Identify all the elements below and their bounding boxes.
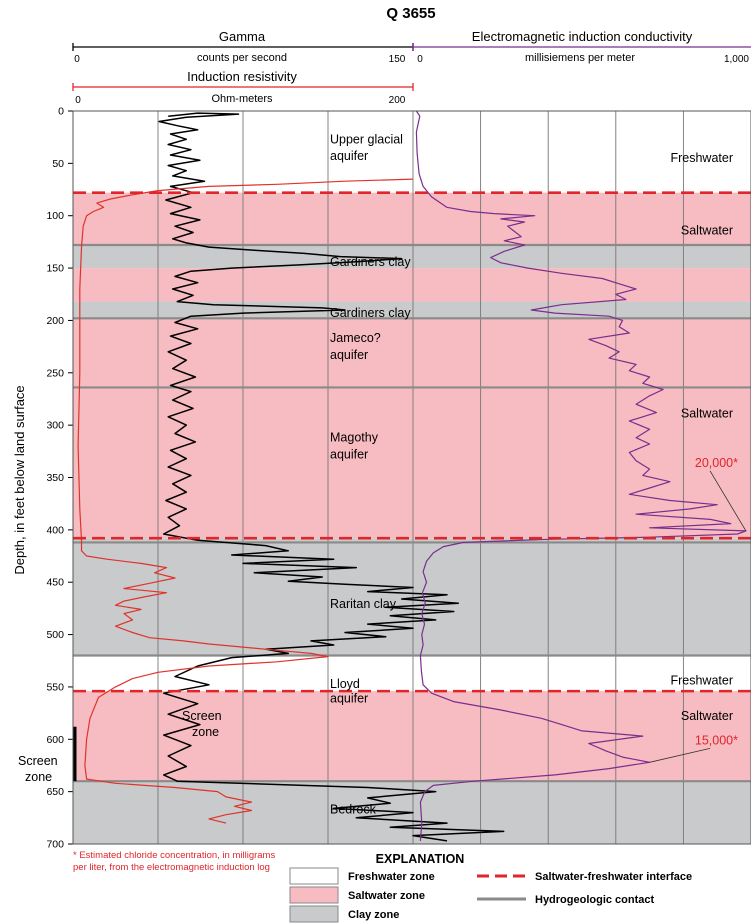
screen-zone-outer-line1: Screen	[18, 754, 58, 768]
gamma-axis-label: Gamma	[219, 29, 266, 44]
zone-clay-4	[73, 301, 751, 319]
zone-salt-3	[73, 268, 751, 302]
depth-tick-label-700: 700	[46, 839, 64, 851]
depth-tick-label-300: 300	[46, 420, 64, 432]
grid-layer	[157, 111, 684, 844]
zones-layer	[73, 111, 751, 844]
plot-frame	[72, 110, 751, 845]
zone-label-1: aquifer	[330, 149, 368, 163]
chloride-note-line2: per liter, from the electromagnetic indu…	[73, 862, 270, 873]
conductivity-max-label: 1,000	[724, 54, 749, 65]
zone-label-0: Upper glacial	[330, 132, 403, 146]
depth-tick-label-650: 650	[46, 786, 64, 798]
water-type-label-2: Saltwater	[681, 407, 733, 421]
zone-label-7: aquifer	[330, 447, 368, 461]
legend-salt-swatch	[289, 886, 339, 904]
zone-label-6: Magothy	[330, 431, 379, 445]
chloride-leader-line-1	[649, 747, 711, 763]
water-type-label-4: Saltwater	[681, 709, 733, 723]
resistivity-unit-label: Ohm-meters	[211, 93, 273, 105]
gamma-max-label: 150	[389, 54, 406, 65]
labels-layer: Upper glacial aquifer Gardiners clay Gardin…	[330, 132, 747, 816]
water-type-label-0: Freshwater	[670, 151, 733, 165]
zone-fresh-0	[73, 111, 751, 193]
zone-salt-1	[73, 192, 751, 246]
depth-tick-label-600: 600	[46, 734, 64, 746]
depth-tick-label-100: 100	[46, 210, 64, 222]
conductivity-log-line	[415, 110, 747, 841]
conductivity-axis-label: Electromagnetic induction conductivity	[472, 29, 693, 44]
zone-label-10: aquifer	[330, 691, 368, 705]
explanation-heading: EXPLANATION	[376, 852, 465, 866]
screen-zone-inner-line2: zone	[192, 725, 219, 739]
water-type-label-3: Freshwater	[670, 674, 733, 688]
conductivity-unit-label: millisiemens per meter	[525, 52, 635, 64]
depth-tick-label-150: 150	[46, 263, 64, 275]
legend-contact-label: Hydrogeologic contact	[535, 894, 655, 906]
zone-label-4: Jameco?	[330, 331, 381, 345]
depth-tick-label-550: 550	[46, 681, 64, 693]
gamma-log-line	[158, 112, 505, 842]
screen-zone-inner-line1: Screen	[182, 709, 222, 723]
zone-label-8: Raritan clay	[330, 597, 397, 611]
zone-salt-5	[73, 318, 751, 539]
legend-clay-swatch	[289, 905, 339, 923]
depth-tick-label-0: 0	[58, 106, 64, 118]
zone-label-5: aquifer	[330, 348, 368, 362]
resistivity-min-label: 0	[75, 95, 81, 106]
depth-tick-label-400: 400	[46, 524, 64, 536]
gamma-min-label: 0	[74, 54, 80, 65]
ticks-layer: 0 50 100 150 200 250 300 350 400 450 500 550 600 650 7…	[46, 106, 73, 851]
legend-interface-label: Saltwater-freshwater interface	[535, 871, 692, 883]
resistivity-axis-label: Induction resistivity	[187, 69, 297, 84]
legend-fresh-label: Freshwater zone	[348, 871, 435, 883]
depth-tick-label-450: 450	[46, 577, 64, 589]
zone-clay-6	[73, 538, 751, 656]
y-axis-label: Depth, in feet below land surface	[12, 385, 27, 574]
zone-fresh-7	[73, 655, 751, 692]
zone-label-2: Gardiners clay	[330, 255, 411, 269]
water-type-label-1: Saltwater	[681, 223, 733, 237]
depth-tick-label-250: 250	[46, 367, 64, 379]
chart-title: Q 3655	[386, 5, 435, 22]
resistivity-log-line	[77, 178, 414, 824]
conductivity-min-label: 0	[417, 54, 423, 65]
zone-clay-2	[73, 245, 751, 269]
screen-zone-outer-line2: zone	[25, 770, 52, 784]
legend-salt-label: Saltwater zone	[348, 890, 425, 902]
chloride-annotation-1: 15,000*	[695, 733, 738, 747]
gamma-unit-label: counts per second	[197, 52, 287, 64]
zone-label-9: Lloyd	[330, 677, 360, 691]
depth-tick-label-500: 500	[46, 629, 64, 641]
chloride-annotation-0: 20,000*	[695, 456, 738, 470]
depth-tick-label-350: 350	[46, 472, 64, 484]
series-layer	[77, 110, 747, 842]
zone-salt-8	[73, 691, 751, 782]
zone-label-3: Gardiners clay	[330, 306, 411, 320]
chloride-leader-line-0	[709, 470, 747, 532]
legend-fresh-swatch	[289, 867, 339, 885]
depth-tick-label-200: 200	[46, 315, 64, 327]
zone-label-11: Bedrock	[330, 802, 377, 816]
chloride-note-line1: * Estimated chloride concentration, in m…	[73, 850, 275, 861]
resistivity-max-label: 200	[389, 95, 406, 106]
depth-tick-label-50: 50	[52, 158, 64, 170]
legend-clay-label: Clay zone	[348, 909, 399, 921]
